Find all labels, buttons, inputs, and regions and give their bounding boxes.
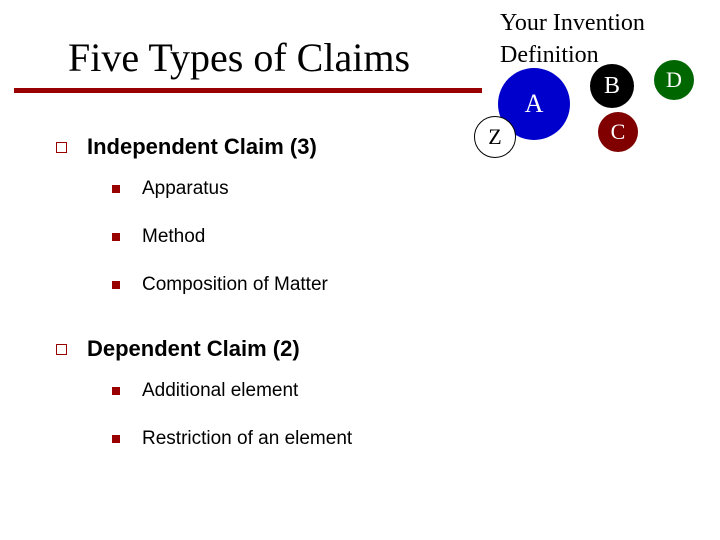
outline-level2-label: Composition of Matter: [142, 274, 328, 296]
outline-content: Independent Claim (3) Apparatus Method C…: [56, 128, 476, 476]
venn-diagram: A Z B C D: [470, 60, 710, 180]
square-open-bullet-icon: [56, 344, 67, 355]
outline-subitem: Additional element: [112, 380, 476, 402]
venn-node-z: Z: [474, 116, 516, 158]
venn-node-d: D: [654, 60, 694, 100]
outline-item-dependent: Dependent Claim (2): [56, 336, 476, 362]
outline-level2-label: Apparatus: [142, 178, 229, 200]
outline-level2-label: Method: [142, 226, 205, 248]
square-filled-bullet-icon: [112, 185, 120, 193]
square-filled-bullet-icon: [112, 281, 120, 289]
outline-level1-label: Dependent Claim (2): [87, 336, 300, 362]
title-underline: [14, 88, 482, 93]
slide-title: Five Types of Claims: [68, 34, 410, 81]
outline-subitem: Composition of Matter: [112, 274, 476, 296]
square-filled-bullet-icon: [112, 233, 120, 241]
outline-subitem: Method: [112, 226, 476, 248]
outline-subitem: Apparatus: [112, 178, 476, 200]
outline-level1-label: Independent Claim (3): [87, 134, 317, 160]
outline-level2-label: Restriction of an element: [142, 428, 352, 450]
venn-node-b: B: [590, 64, 634, 108]
label-your-invention: Your Invention: [500, 10, 645, 37]
outline-level2-label: Additional element: [142, 380, 298, 402]
venn-node-c: C: [598, 112, 638, 152]
square-filled-bullet-icon: [112, 387, 120, 395]
outline-item-independent: Independent Claim (3): [56, 134, 476, 160]
square-open-bullet-icon: [56, 142, 67, 153]
square-filled-bullet-icon: [112, 435, 120, 443]
outline-subitem: Restriction of an element: [112, 428, 476, 450]
